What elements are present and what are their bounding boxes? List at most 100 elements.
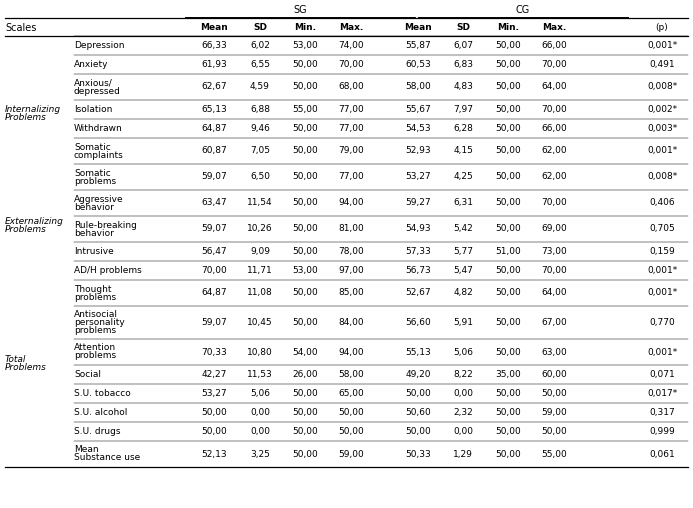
Text: 50,00: 50,00 bbox=[495, 41, 521, 50]
Text: (p): (p) bbox=[656, 23, 668, 33]
Text: Total: Total bbox=[5, 356, 26, 365]
Text: 63,00: 63,00 bbox=[541, 347, 567, 357]
Text: 50,00: 50,00 bbox=[292, 247, 318, 256]
Text: 56,60: 56,60 bbox=[405, 318, 431, 327]
Text: 65,00: 65,00 bbox=[338, 389, 364, 398]
Text: 9,09: 9,09 bbox=[250, 247, 270, 256]
Text: 50,60: 50,60 bbox=[405, 408, 431, 417]
Text: Somatic: Somatic bbox=[74, 143, 111, 151]
Text: 4,59: 4,59 bbox=[250, 82, 270, 91]
Text: 78,00: 78,00 bbox=[338, 247, 364, 256]
Text: problems: problems bbox=[74, 326, 116, 335]
Text: 52,67: 52,67 bbox=[405, 289, 431, 298]
Text: 70,00: 70,00 bbox=[541, 199, 567, 207]
Text: 11,71: 11,71 bbox=[247, 266, 273, 275]
Text: 50,00: 50,00 bbox=[292, 60, 318, 69]
Text: 70,00: 70,00 bbox=[541, 105, 567, 114]
Text: Mean: Mean bbox=[74, 446, 98, 455]
Text: 54,53: 54,53 bbox=[405, 124, 431, 133]
Text: AD/H problems: AD/H problems bbox=[74, 266, 142, 275]
Text: 56,73: 56,73 bbox=[405, 266, 431, 275]
Text: problems: problems bbox=[74, 293, 116, 302]
Text: behavior: behavior bbox=[74, 203, 114, 211]
Text: 67,00: 67,00 bbox=[541, 318, 567, 327]
Text: 50,00: 50,00 bbox=[541, 389, 567, 398]
Text: CG: CG bbox=[516, 5, 530, 15]
Text: Attention: Attention bbox=[74, 343, 116, 353]
Text: 50,00: 50,00 bbox=[292, 82, 318, 91]
Text: 70,00: 70,00 bbox=[201, 266, 227, 275]
Text: Max.: Max. bbox=[339, 23, 363, 33]
Text: 55,00: 55,00 bbox=[292, 105, 318, 114]
Text: Isolation: Isolation bbox=[74, 105, 112, 114]
Text: Anxious/: Anxious/ bbox=[74, 79, 113, 87]
Text: 5,06: 5,06 bbox=[453, 347, 473, 357]
Text: Problems: Problems bbox=[5, 225, 47, 234]
Text: 1,29: 1,29 bbox=[453, 450, 473, 459]
Text: 0,00: 0,00 bbox=[453, 427, 473, 436]
Text: 59,07: 59,07 bbox=[201, 225, 227, 234]
Text: 79,00: 79,00 bbox=[338, 146, 364, 155]
Text: 50,00: 50,00 bbox=[405, 427, 431, 436]
Text: 50,00: 50,00 bbox=[495, 266, 521, 275]
Text: 4,82: 4,82 bbox=[453, 289, 473, 298]
Text: Problems: Problems bbox=[5, 112, 47, 121]
Text: 5,77: 5,77 bbox=[453, 247, 473, 256]
Text: 97,00: 97,00 bbox=[338, 266, 364, 275]
Text: 50,00: 50,00 bbox=[292, 318, 318, 327]
Text: 50,00: 50,00 bbox=[541, 427, 567, 436]
Text: 11,53: 11,53 bbox=[247, 370, 273, 379]
Text: 49,20: 49,20 bbox=[405, 370, 431, 379]
Text: SD: SD bbox=[456, 23, 470, 33]
Text: 50,00: 50,00 bbox=[292, 389, 318, 398]
Text: 60,00: 60,00 bbox=[541, 370, 567, 379]
Text: 0,001*: 0,001* bbox=[647, 41, 677, 50]
Text: Mean: Mean bbox=[404, 23, 432, 33]
Text: Intrusive: Intrusive bbox=[74, 247, 114, 256]
Text: 0,00: 0,00 bbox=[250, 427, 270, 436]
Text: 50,00: 50,00 bbox=[495, 82, 521, 91]
Text: 50,00: 50,00 bbox=[495, 347, 521, 357]
Text: 35,00: 35,00 bbox=[495, 370, 521, 379]
Text: 50,33: 50,33 bbox=[405, 450, 431, 459]
Text: 55,00: 55,00 bbox=[541, 450, 567, 459]
Text: 0,705: 0,705 bbox=[649, 225, 675, 234]
Text: 10,45: 10,45 bbox=[247, 318, 273, 327]
Text: Rule-breaking: Rule-breaking bbox=[74, 220, 137, 230]
Text: 59,27: 59,27 bbox=[405, 199, 431, 207]
Text: 61,93: 61,93 bbox=[201, 60, 227, 69]
Text: problems: problems bbox=[74, 352, 116, 361]
Text: 0,00: 0,00 bbox=[250, 408, 270, 417]
Text: S.U. drugs: S.U. drugs bbox=[74, 427, 121, 436]
Text: 50,00: 50,00 bbox=[292, 450, 318, 459]
Text: 5,06: 5,06 bbox=[250, 389, 270, 398]
Text: Problems: Problems bbox=[5, 364, 47, 372]
Text: 62,67: 62,67 bbox=[201, 82, 227, 91]
Text: 50,00: 50,00 bbox=[495, 146, 521, 155]
Text: 0,071: 0,071 bbox=[649, 370, 675, 379]
Text: 0,017*: 0,017* bbox=[647, 389, 677, 398]
Text: 8,22: 8,22 bbox=[453, 370, 473, 379]
Text: 50,00: 50,00 bbox=[495, 318, 521, 327]
Text: 6,28: 6,28 bbox=[453, 124, 473, 133]
Text: 56,47: 56,47 bbox=[201, 247, 227, 256]
Text: 0,008*: 0,008* bbox=[647, 82, 677, 91]
Text: 54,00: 54,00 bbox=[292, 347, 318, 357]
Text: Thought: Thought bbox=[74, 284, 112, 294]
Text: 50,00: 50,00 bbox=[292, 427, 318, 436]
Text: Min.: Min. bbox=[294, 23, 316, 33]
Text: 64,87: 64,87 bbox=[201, 124, 227, 133]
Text: Mean: Mean bbox=[200, 23, 228, 33]
Text: 64,87: 64,87 bbox=[201, 289, 227, 298]
Text: 0,001*: 0,001* bbox=[647, 266, 677, 275]
Text: 60,53: 60,53 bbox=[405, 60, 431, 69]
Text: 55,13: 55,13 bbox=[405, 347, 431, 357]
Text: 26,00: 26,00 bbox=[292, 370, 318, 379]
Text: 7,05: 7,05 bbox=[250, 146, 270, 155]
Text: 64,00: 64,00 bbox=[541, 289, 567, 298]
Text: 70,00: 70,00 bbox=[338, 60, 364, 69]
Text: 6,55: 6,55 bbox=[250, 60, 270, 69]
Text: 0,406: 0,406 bbox=[649, 199, 675, 207]
Text: 11,08: 11,08 bbox=[247, 289, 273, 298]
Text: 3,25: 3,25 bbox=[250, 450, 270, 459]
